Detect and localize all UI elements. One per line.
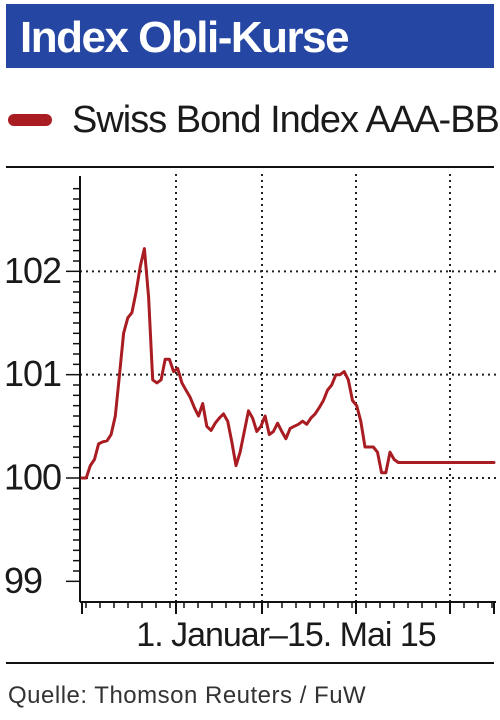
line-chart: 99 100 101 102 1. Januar–15. Mai 15 [4, 174, 496, 654]
y-tick-label: 101 [4, 353, 61, 394]
legend-label: Swiss Bond Index AAA-BBB [72, 99, 500, 141]
title-band: Index Obli-Kurse [6, 4, 494, 68]
y-tick-label: 102 [4, 250, 61, 291]
x-axis-label: 1. Januar–15. Mai 15 [136, 616, 436, 654]
y-tick-label: 100 [4, 457, 61, 498]
series-line-swiss-bond-index [80, 247, 496, 480]
series-layer [80, 247, 496, 480]
top-rule [6, 166, 494, 168]
legend-swatch [8, 114, 52, 126]
source-note: Quelle: Thomson Reuters / FuW [8, 682, 367, 709]
legend: Swiss Bond Index AAA-BBB [6, 96, 500, 146]
y-tick-label: 99 [4, 560, 42, 601]
axes [66, 176, 496, 614]
bottom-rule [6, 662, 494, 664]
tick-labels: 99 100 101 102 1. Januar–15. Mai 15 [4, 250, 437, 654]
gridlines [80, 174, 496, 602]
chart-title: Index Obli-Kurse [20, 13, 350, 62]
